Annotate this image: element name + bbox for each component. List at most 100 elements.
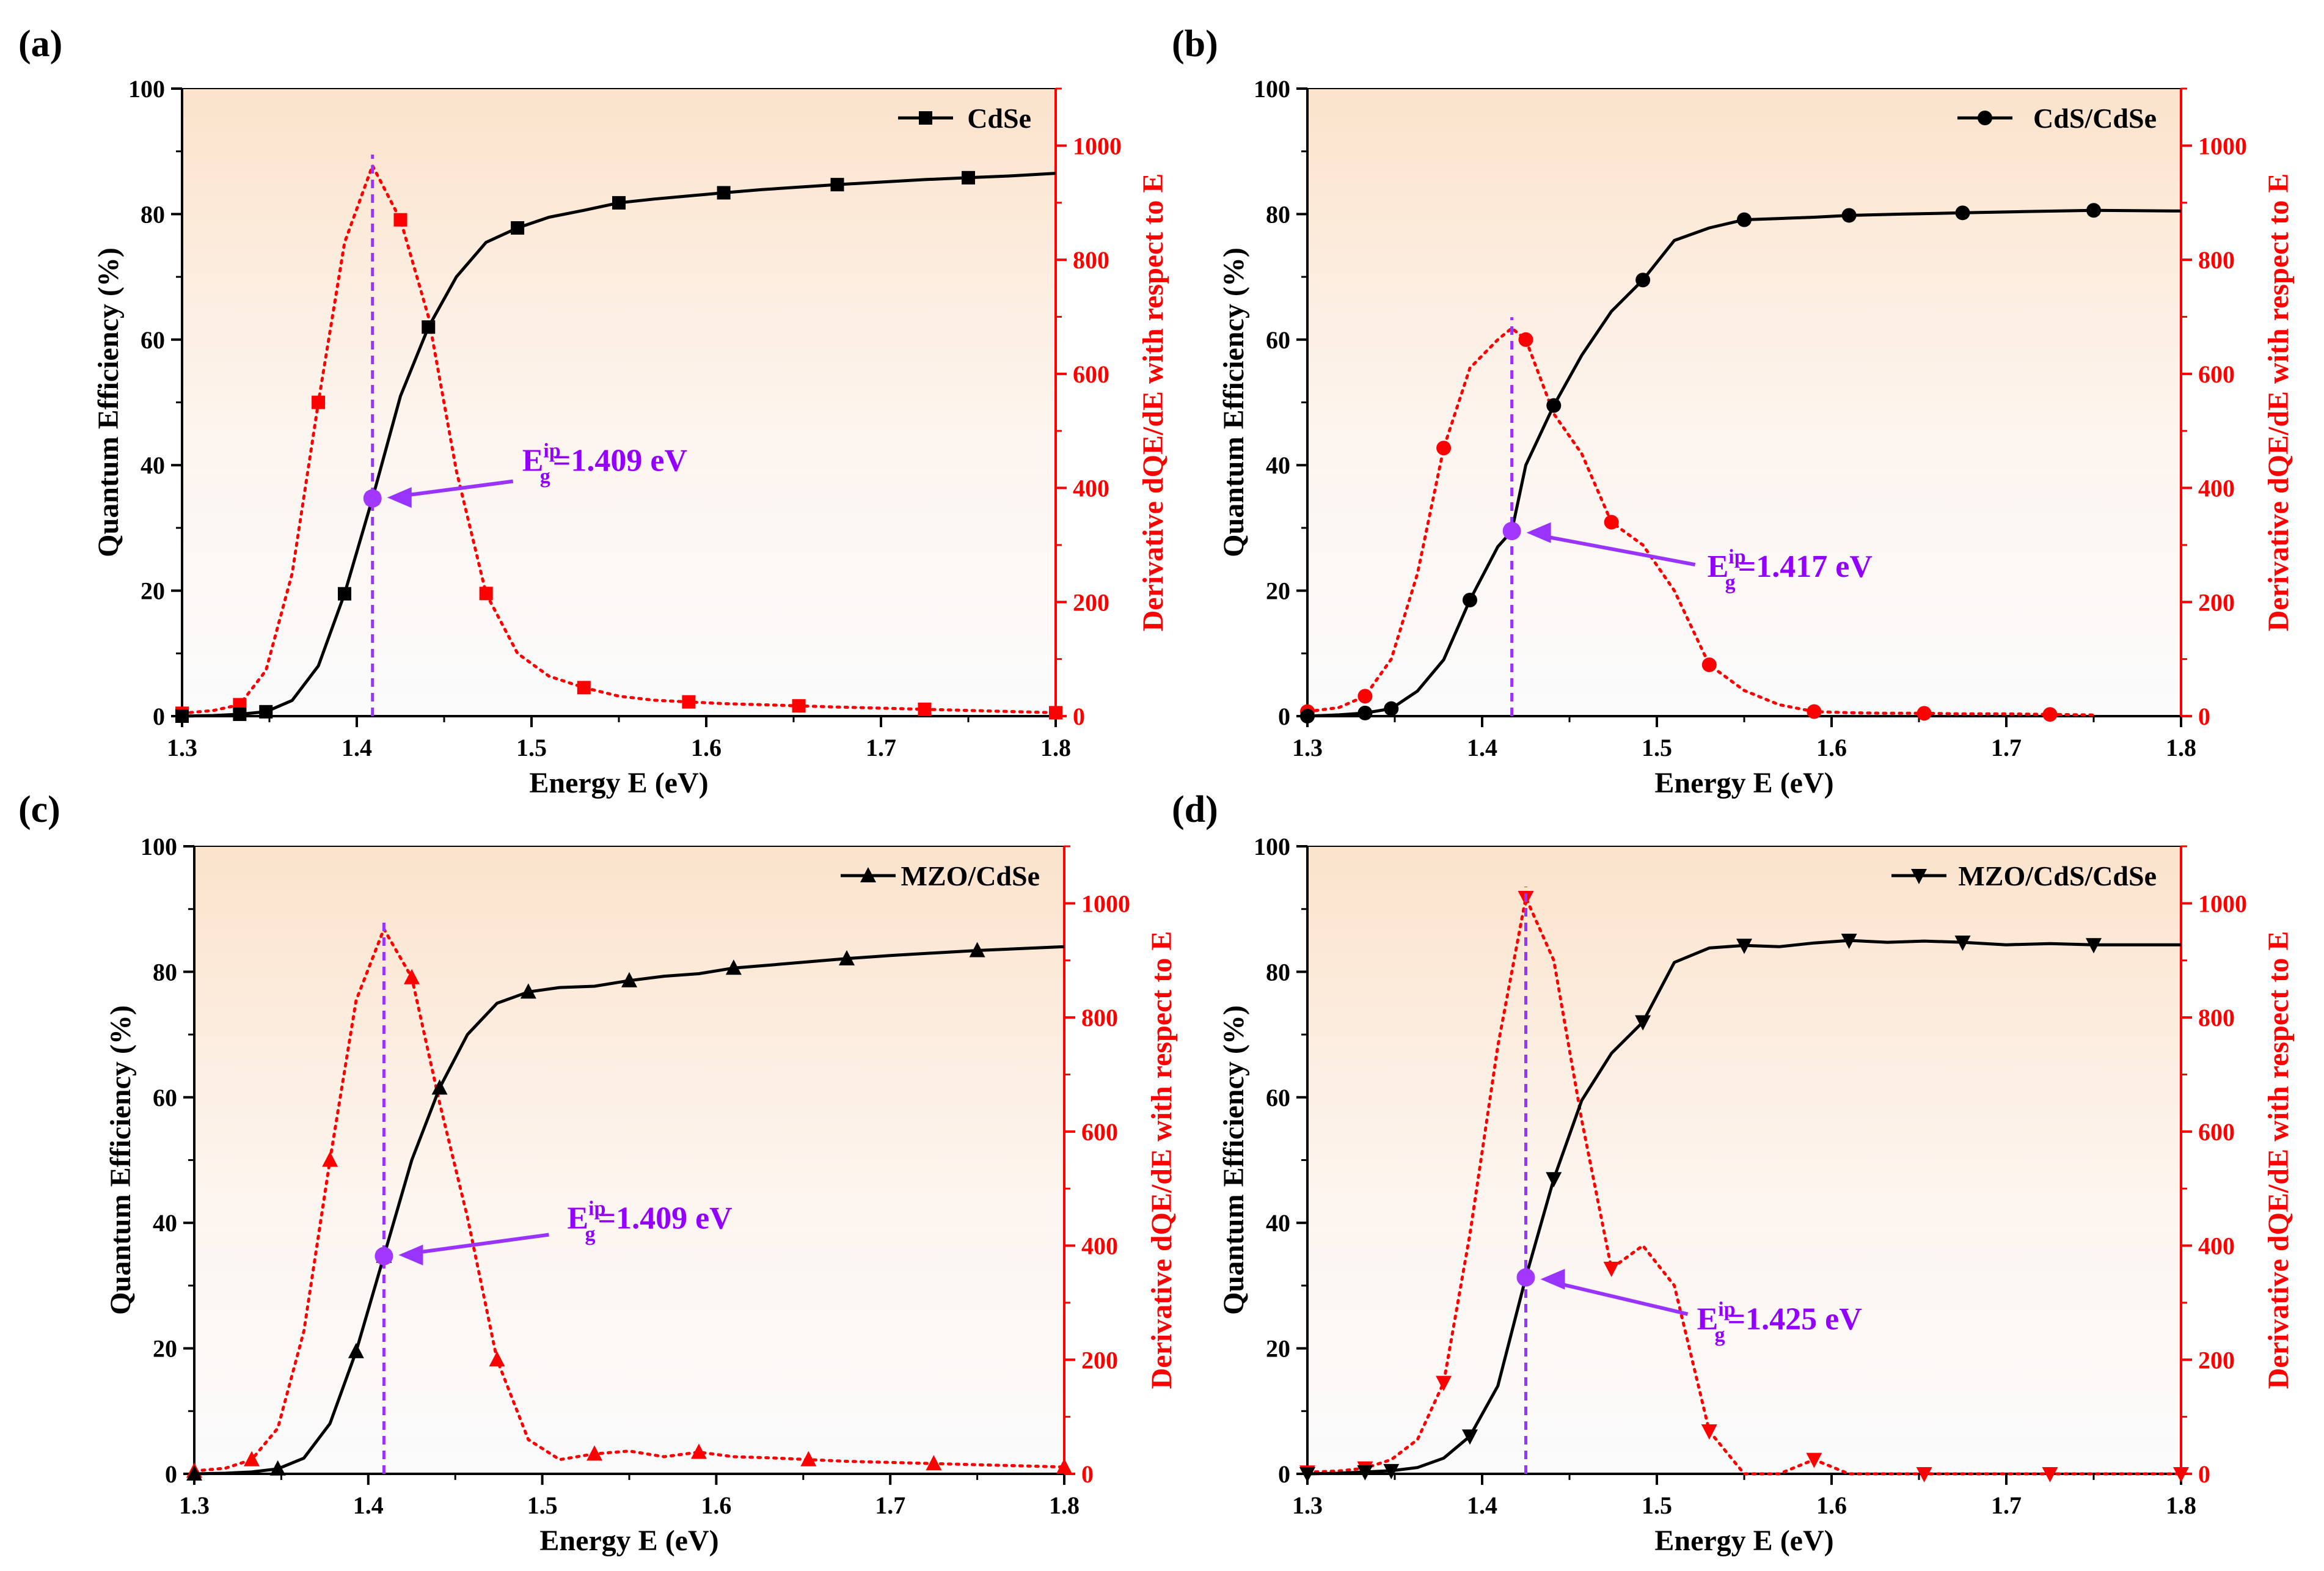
derivative-point bbox=[2042, 707, 2058, 722]
y2-tick-label: 800 bbox=[1081, 1004, 1118, 1031]
y2-tick-label: 200 bbox=[1081, 1346, 1118, 1374]
y2-tick-label: 0 bbox=[2198, 703, 2210, 730]
x-axis-label: Energy E (eV) bbox=[529, 767, 708, 799]
y-tick-label: 60 bbox=[1266, 326, 1290, 354]
qe-point bbox=[1461, 1429, 1478, 1445]
derivative-point bbox=[1056, 1458, 1072, 1474]
derivative-point bbox=[1436, 1375, 1452, 1391]
qe-point bbox=[839, 950, 855, 965]
y2-tick-label: 400 bbox=[1073, 475, 1109, 502]
x-tick-label: 1.4 bbox=[1467, 1492, 1497, 1519]
derivative-point bbox=[393, 213, 407, 227]
x-tick-label: 1.5 bbox=[516, 734, 547, 761]
derivative-point bbox=[586, 1445, 603, 1461]
y2-axis-label: Derivative dQE/dE with respect to E bbox=[1137, 174, 1169, 632]
x-tick-label: 1.3 bbox=[1292, 1492, 1323, 1519]
qe-point bbox=[2086, 938, 2102, 954]
annotation-arrowhead bbox=[398, 1244, 423, 1265]
qe-point bbox=[1384, 701, 1399, 716]
legend-label: CdS/CdSe bbox=[2033, 103, 2157, 134]
x-tick-label: 1.5 bbox=[1642, 1492, 1672, 1519]
annotation-arrowhead bbox=[1540, 1269, 1565, 1290]
y-tick-label: 100 bbox=[141, 833, 177, 860]
annotation-label: Eip g=1.409 eV bbox=[567, 1198, 732, 1246]
qe-point bbox=[1546, 1172, 1562, 1188]
panel-b: (b)1.3 1.4 1.5 1.6 1.7 1.80204060801000200400… bbox=[1172, 23, 2295, 799]
y2-axis-label: Derivative dQE/dE with respect to E bbox=[2262, 174, 2295, 632]
derivative-point bbox=[577, 681, 591, 695]
annotation-arrow bbox=[1537, 533, 1696, 566]
qe-point bbox=[621, 972, 637, 987]
derivative-point bbox=[1701, 657, 1717, 672]
inflection-point bbox=[1516, 1268, 1535, 1287]
qe-point bbox=[175, 709, 189, 723]
qe-point bbox=[337, 587, 351, 601]
x-tick-label: 1.8 bbox=[1049, 1492, 1080, 1519]
y2-tick-label: 200 bbox=[2198, 588, 2235, 616]
derivative-point bbox=[2042, 1467, 2058, 1482]
panel-label: (b) bbox=[1172, 23, 1218, 65]
qe-point bbox=[259, 705, 273, 719]
inflection-point bbox=[375, 1247, 393, 1265]
qe-point bbox=[1357, 1465, 1373, 1481]
qe-point bbox=[1462, 593, 1477, 608]
qe-point bbox=[1383, 1463, 1400, 1479]
x-tick-label: 1.7 bbox=[1991, 734, 2022, 761]
qe-point bbox=[725, 959, 742, 975]
x-tick-label: 1.4 bbox=[342, 734, 372, 761]
derivative-point bbox=[1604, 515, 1619, 530]
legend-marker bbox=[1911, 869, 1927, 884]
x-tick-label: 1.6 bbox=[691, 734, 722, 761]
qe-point bbox=[1736, 939, 1752, 954]
x-tick-label: 1.4 bbox=[1467, 734, 1497, 761]
derivative-point bbox=[312, 395, 326, 409]
x-tick-label: 1.6 bbox=[1816, 734, 1847, 761]
legend-marker bbox=[860, 867, 876, 882]
derivative-point bbox=[926, 1455, 942, 1471]
x-tick-label: 1.8 bbox=[1040, 734, 1071, 761]
derivative-point bbox=[1917, 706, 1932, 721]
annotation-label: Eip g=1.425 eV bbox=[1697, 1298, 1862, 1347]
y-tick-label: 40 bbox=[1266, 452, 1290, 479]
y-tick-label: 80 bbox=[153, 958, 177, 986]
y2-tick-label: 200 bbox=[2198, 1346, 2235, 1374]
qe-point bbox=[962, 170, 975, 185]
y-tick-label: 20 bbox=[1266, 1335, 1290, 1363]
y-tick-label: 20 bbox=[1266, 577, 1290, 605]
qe-point bbox=[1635, 1015, 1651, 1031]
qe-line bbox=[194, 945, 1065, 1476]
legend-label: MZO/CdS/CdSe bbox=[1958, 860, 2157, 892]
derivative-point bbox=[800, 1451, 817, 1467]
x-tick-label: 1.5 bbox=[1642, 734, 1672, 761]
qe-point bbox=[1955, 205, 1970, 221]
y2-tick-label: 0 bbox=[2198, 1460, 2210, 1488]
derivative-line bbox=[180, 161, 1058, 715]
x-tick-label: 1.6 bbox=[1816, 1492, 1847, 1519]
derivative-point bbox=[690, 1443, 707, 1459]
qe-point bbox=[431, 1079, 448, 1095]
x-tick-label: 1.3 bbox=[179, 1492, 210, 1519]
y-tick-label: 0 bbox=[1278, 703, 1290, 730]
x-tick-label: 1.4 bbox=[353, 1492, 384, 1519]
panel-c: (c)1.3 1.4 1.5 1.6 1.7 1.80204060801000200400… bbox=[18, 789, 1178, 1557]
derivative-point bbox=[489, 1351, 505, 1367]
derivative-point bbox=[1357, 689, 1373, 704]
plot-background bbox=[182, 89, 1056, 716]
y-tick-label: 100 bbox=[1254, 75, 1290, 103]
derivative-point bbox=[1807, 704, 1822, 719]
derivative-line bbox=[1306, 892, 2183, 1476]
inflection-point bbox=[1502, 522, 1521, 541]
qe-line bbox=[181, 172, 1056, 718]
qe-point bbox=[348, 1342, 364, 1358]
y-axis-label: Quantum Efficiency (%) bbox=[1218, 1005, 1250, 1315]
y-tick-label: 80 bbox=[141, 200, 165, 228]
qe-point bbox=[1357, 705, 1373, 720]
panel-label: (d) bbox=[1172, 789, 1218, 830]
derivative-point bbox=[404, 969, 420, 984]
x-tick-label: 1.7 bbox=[875, 1492, 905, 1519]
legend-marker bbox=[919, 111, 932, 125]
y2-tick-label: 600 bbox=[1073, 361, 1109, 388]
y-tick-label: 80 bbox=[1266, 958, 1290, 986]
derivative-point bbox=[792, 699, 806, 713]
